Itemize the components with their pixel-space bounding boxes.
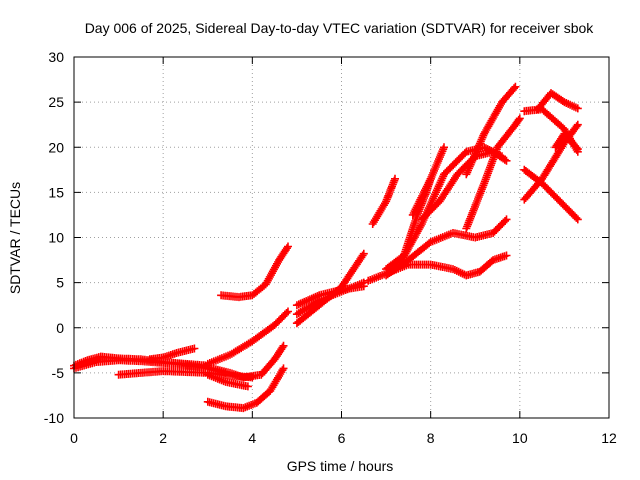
data-point-marks: [382, 174, 435, 274]
data-point-marks: [145, 344, 199, 364]
y-tick-label: -5: [52, 365, 65, 381]
y-tick-label: 30: [48, 49, 64, 65]
series-arc21: [382, 174, 435, 274]
y-axis-label: SDTVAR / TECUs: [7, 182, 23, 294]
x-tick-label: 4: [248, 430, 256, 446]
data-point-marks: [292, 278, 368, 319]
series-arc15: [382, 215, 511, 280]
x-tick-label: 0: [70, 430, 78, 446]
series-arc20: [462, 114, 524, 233]
series-arc6: [203, 370, 252, 391]
chart-title: Day 006 of 2025, Sidereal Day-to-day VTE…: [85, 20, 595, 36]
axis-ticks: 0 2 4 6 8 10 12 -10 -5 0 5 10 15 20 25 30: [44, 49, 617, 446]
data-point-marks: [382, 215, 511, 280]
y-tick-label: 15: [48, 184, 64, 200]
x-tick-label: 8: [427, 430, 435, 446]
data-point-marks: [203, 370, 252, 391]
series-arc26: [551, 129, 582, 154]
y-tick-label: 0: [56, 320, 64, 336]
data-point-marks: [551, 129, 582, 154]
series-arc5: [181, 341, 288, 382]
data-point-marks: [462, 114, 524, 233]
series-arc13: [368, 174, 399, 228]
data-point-marks: [203, 307, 292, 368]
y-tick-label: 20: [48, 139, 64, 155]
y-tick-label: 10: [48, 230, 64, 246]
data-point-marks: [181, 341, 288, 382]
series-arc4: [145, 344, 199, 364]
series-arc7: [203, 307, 292, 368]
x-tick-label: 10: [512, 430, 528, 446]
series-arc19: [462, 82, 520, 179]
series-arc8: [203, 364, 288, 413]
x-axis-label: GPS time / hours: [287, 458, 394, 474]
y-tick-label: -10: [44, 410, 64, 426]
series-arc25: [533, 89, 582, 114]
data-point-marks: [462, 82, 520, 179]
data-points: [70, 82, 582, 413]
data-point-marks: [533, 89, 582, 114]
x-tick-label: 6: [338, 430, 346, 446]
series-arc9: [217, 242, 292, 302]
y-tick-label: 25: [48, 94, 64, 110]
data-point-marks: [368, 174, 399, 228]
series-arc12: [292, 278, 368, 319]
x-tick-label: 2: [159, 430, 167, 446]
data-point-marks: [203, 364, 288, 413]
x-tick-label: 12: [601, 430, 617, 446]
y-tick-label: 5: [56, 275, 64, 291]
data-point-marks: [217, 242, 292, 302]
